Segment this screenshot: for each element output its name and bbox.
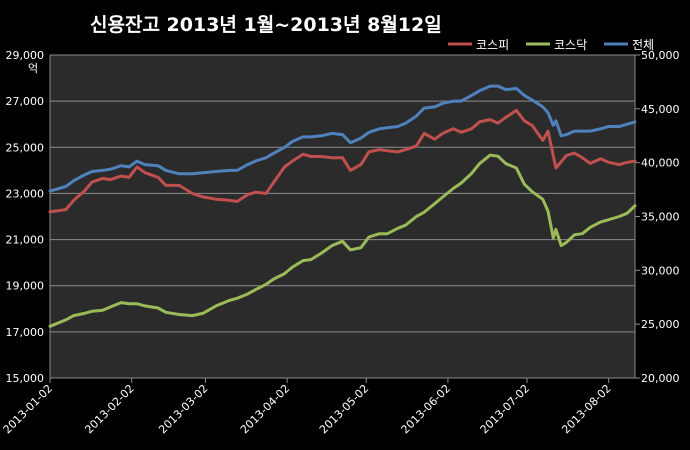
y-tick-left: 17,000	[6, 326, 45, 339]
plot-area	[50, 55, 635, 378]
y-tick-left: 15,000	[6, 372, 45, 385]
x-tick-label: 2013-05-02	[317, 382, 371, 436]
gridlines	[50, 54, 635, 333]
x-tick-label: 2013-07-02	[478, 382, 532, 436]
x-tick-label: 2013-03-02	[156, 382, 210, 436]
y-tick-left: 29,000	[6, 49, 45, 62]
y-tick-right: 45,000	[641, 103, 680, 116]
legend: 코스피 코스닥 전체	[448, 38, 654, 52]
y-tick-right: 30,000	[641, 264, 680, 277]
series-line-코스닥	[48, 153, 637, 328]
y-tick-right: 35,000	[641, 211, 680, 224]
y-tick-left: 21,000	[6, 234, 45, 247]
series-line-전체	[48, 84, 637, 193]
y-tick-right: 20,000	[641, 372, 680, 385]
y-tick-left: 25,000	[6, 141, 45, 154]
y-tick-left: 27,000	[6, 95, 45, 108]
x-tick-label: 2013-04-02	[238, 382, 292, 436]
series-layer	[48, 84, 637, 328]
legend-label: 코스피	[476, 38, 509, 52]
series-line-코스피	[48, 108, 637, 214]
y-tick-right: 40,000	[641, 157, 680, 170]
y-axis-unit-label: 억	[28, 62, 38, 75]
legend-label: 코스닥	[554, 38, 587, 52]
x-tick-label: 2013-08-02	[559, 382, 613, 436]
y-tick-right: 25,000	[641, 318, 680, 331]
chart-title: 신용잔고 2013년 1월~2013년 8월12일	[90, 14, 442, 36]
y-tick-left: 19,000	[6, 280, 45, 293]
x-tick-label: 2013-02-02	[82, 382, 136, 436]
y-tick-right: 50,000	[641, 49, 680, 62]
y-tick-left: 23,000	[6, 187, 45, 200]
x-tick-label: 2013-06-02	[399, 382, 453, 436]
legend-label: 전체	[632, 38, 654, 52]
x-tick-label: 2013-01-02	[1, 382, 55, 436]
